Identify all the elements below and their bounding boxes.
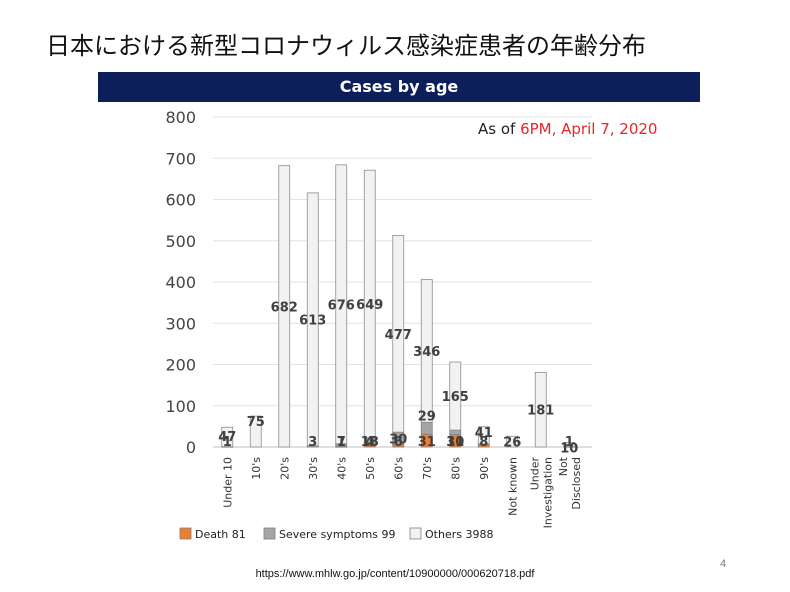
data-label-severe: 1: [223, 435, 232, 450]
x-tick-label: 20's: [278, 457, 291, 480]
data-label-others: 181: [527, 404, 554, 419]
x-tick-label: 10's: [250, 457, 263, 480]
x-tick-label: Investigation: [541, 457, 554, 528]
data-label-others: 26: [503, 435, 521, 450]
data-label-death: 31: [418, 435, 436, 450]
bar-segment-others: [563, 442, 576, 447]
data-label-others: 477: [385, 328, 412, 343]
bar-segment-severe: [449, 429, 462, 436]
y-tick-label: 100: [165, 397, 196, 416]
y-tick-label: 800: [165, 108, 196, 127]
data-label-others: 676: [328, 298, 355, 313]
data-label-others: 649: [356, 298, 383, 313]
legend-label: Severe symptoms 99: [279, 528, 396, 541]
bar-segment-others: [392, 234, 405, 433]
y-tick-label: 400: [165, 273, 196, 292]
bar-segment-others: [420, 279, 433, 423]
data-label-others: 41: [475, 426, 493, 441]
bars: [221, 164, 576, 448]
legend-label: Death 81: [195, 528, 246, 541]
legend-swatch: [179, 527, 192, 540]
as-of-date: 6PM, April 7, 2020: [520, 120, 658, 138]
data-label-others: 75: [247, 415, 265, 430]
slide-title: 日本における新型コロナウィルス感染症患者の年齢分布: [46, 32, 646, 60]
page-number: 4: [720, 558, 727, 570]
y-tick-label: 600: [165, 191, 196, 210]
data-label-severe: 29: [418, 409, 436, 424]
x-axis: Under 10 10's 20's 30's 40's 50's 60's 70's 80's…: [221, 456, 583, 528]
y-tick-label: 500: [165, 232, 196, 251]
data-label-others: 165: [442, 390, 469, 405]
x-tick-label: Disclosed: [570, 457, 583, 510]
x-tick-label: 60's: [392, 457, 405, 480]
chart-title-bar: Cases by age: [98, 72, 700, 102]
y-tick-label: 300: [165, 314, 196, 333]
x-tick-label: 30's: [307, 457, 320, 480]
x-tick-label: Under: [528, 457, 541, 491]
y-tick-label: 200: [165, 356, 196, 375]
bar-segment-others: [363, 169, 376, 439]
data-label-others: 346: [413, 345, 440, 360]
data-labels: 1477568236131767641864963047731293463011…: [218, 298, 578, 456]
y-tick-label: 700: [165, 149, 196, 168]
x-tick-label: Not: [557, 456, 570, 476]
data-label-death: 6: [394, 435, 403, 450]
data-label-severe: 1: [565, 435, 574, 450]
y-tick-label: 0: [186, 438, 196, 457]
data-label-others: 682: [271, 300, 298, 315]
data-label-death: 1: [337, 435, 346, 450]
data-label-severe: 7: [337, 435, 346, 450]
data-label-severe: 3: [308, 435, 317, 450]
data-label-others: 613: [299, 313, 326, 328]
bar-segment-others: [278, 165, 291, 448]
bar-segment-others: [534, 371, 547, 448]
x-tick-label: 90's: [478, 457, 491, 480]
as-of-prefix: As of: [478, 120, 521, 138]
bar-segment-others: [449, 361, 462, 431]
as-of-annotation: As of 6PM, April 7, 2020: [478, 120, 657, 138]
data-label-death: 30: [446, 435, 464, 450]
bar-segment-others: [306, 192, 319, 447]
x-tick-label: 80's: [449, 457, 462, 480]
source-url: https://www.mhlw.go.jp/content/10900000/…: [255, 568, 535, 580]
data-label-death: 4: [365, 435, 374, 450]
bar-segment-others: [335, 164, 348, 445]
x-tick-label: 40's: [335, 457, 348, 480]
data-label-death: 8: [479, 435, 488, 450]
x-tick-label: Under 10: [221, 457, 234, 508]
x-tick-label: 70's: [421, 457, 434, 480]
legend-swatch: [263, 527, 276, 540]
x-tick-label: 50's: [364, 457, 377, 480]
bar-segment-others: [477, 426, 490, 445]
bar-segment-others: [221, 426, 234, 447]
data-label-others: 10: [560, 441, 578, 456]
legend-label: Others 3988: [425, 528, 493, 541]
chart-title: Cases by age: [339, 77, 459, 96]
x-tick-label: Not known: [506, 457, 519, 516]
data-label-others: 47: [218, 430, 236, 445]
data-label-severe: 18: [361, 435, 379, 450]
data-label-severe: 30: [389, 432, 407, 447]
legend: Death 81 Severe symptoms 99 Others 3988: [179, 527, 493, 541]
data-label-severe: 11: [446, 435, 464, 450]
y-axis: 0 100 200 300 400 500 600 700 800: [165, 108, 196, 457]
bar-segment-others: [249, 415, 262, 448]
legend-swatch: [409, 527, 422, 540]
bar-segment-others: [506, 435, 519, 448]
